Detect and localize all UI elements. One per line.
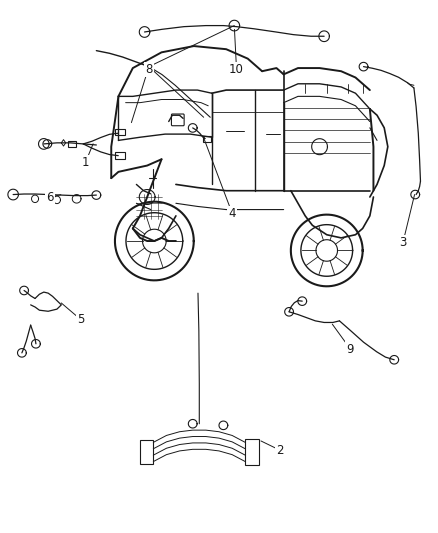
FancyBboxPatch shape — [171, 114, 184, 126]
Bar — [140, 440, 153, 464]
Bar — [68, 141, 76, 147]
Text: 2: 2 — [276, 444, 284, 457]
Bar — [115, 152, 125, 159]
Text: 6: 6 — [46, 191, 54, 204]
Text: 9: 9 — [346, 343, 354, 356]
Bar — [245, 439, 259, 465]
Bar — [203, 136, 211, 142]
Text: 1: 1 — [81, 156, 89, 169]
Text: 3: 3 — [399, 236, 406, 249]
Text: 4: 4 — [228, 207, 236, 220]
Text: 8: 8 — [145, 63, 152, 76]
Text: 5: 5 — [78, 313, 85, 326]
Text: 10: 10 — [229, 63, 244, 76]
Bar — [115, 129, 125, 135]
